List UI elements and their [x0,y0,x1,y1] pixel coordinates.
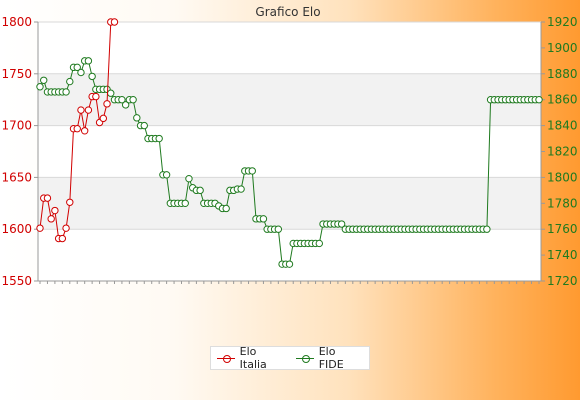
y-right-tick-label: 1860 [547,93,578,107]
data-point-fide [248,167,256,175]
data-point-fide [77,68,85,77]
y-right-tick-label: 1880 [547,67,578,81]
y-left-tick-label: 1600 [1,222,32,236]
data-point-italia [51,206,59,215]
data-point-italia [110,18,119,26]
data-point-fide [62,88,70,96]
data-point-fide [36,83,44,91]
y-right-tick-label: 1920 [547,15,578,29]
y-left-tick-label: 1700 [1,119,32,133]
y-left-tick-label: 1650 [1,170,32,184]
data-point-fide [237,185,245,193]
data-point-italia [66,198,74,206]
data-point-fide [66,77,74,86]
legend: Elo Italia Elo FIDE [210,345,370,371]
data-point-fide [274,225,283,233]
data-point-italia [43,194,52,202]
data-point-fide [315,239,323,248]
data-point-fide [107,89,115,97]
data-point-fide [84,57,93,65]
data-point-italia [47,215,55,223]
data-point-fide [535,96,543,104]
data-point-fide [121,101,130,109]
data-point-italia [62,224,70,232]
legend-label-fide: Elo FIDE [318,345,344,371]
data-point-italia [84,106,93,114]
data-point-italia [103,100,111,108]
legend-item-italia: Elo Italia [217,345,286,371]
y-right-tick-label: 1720 [547,274,578,288]
data-point-fide [196,186,204,195]
data-point-italia [73,125,81,133]
y-left-tick-label: 1550 [1,274,32,288]
data-point-fide [155,134,163,143]
data-point-fide [181,199,189,208]
y-right-tick-label: 1840 [547,119,578,133]
y-left-tick-label: 1750 [1,67,32,81]
data-point-fide [285,260,294,268]
y-right-tick-label: 1760 [547,222,578,236]
y-right-tick-label: 1820 [547,145,578,159]
y-right-tick-label: 1740 [547,248,578,262]
y-right-tick-label: 1800 [547,170,578,184]
data-point-italia [58,234,67,243]
data-point-italia [92,92,100,101]
data-point-italia [36,224,44,232]
data-point-italia [99,114,108,123]
data-point-fide [88,72,96,81]
data-point-italia [77,106,85,114]
data-point-fide [337,220,346,228]
data-point-fide [483,225,491,233]
y-right-tick-label: 1900 [547,41,578,55]
data-point-fide [162,171,171,179]
plot-area: 1550 1600 1650 1700 1750 1800 1720 1740 1760 1780… [1,15,577,288]
data-point-fide [118,96,126,104]
grid-band [38,125,541,178]
y-right-tick-label: 1780 [547,196,578,210]
chart-title: Grafico Elo [255,5,320,19]
data-point-fide [73,63,81,72]
data-point-fide [133,114,141,122]
data-point-fide [222,204,230,213]
grid-band [38,229,541,281]
data-point-fide [129,96,137,104]
data-point-fide [259,215,268,223]
legend-swatch-fide [296,353,314,363]
legend-label-italia: Elo Italia [239,345,267,371]
data-point-fide [140,121,148,130]
legend-item-fide: Elo FIDE [296,345,363,371]
data-point-fide [40,76,48,84]
data-point-fide [185,174,193,183]
legend-swatch-italia [217,353,235,363]
y-left-tick-label: 1800 [1,15,32,29]
grid-band [38,177,541,230]
data-point-italia [80,127,89,135]
grid-band [38,22,541,74]
